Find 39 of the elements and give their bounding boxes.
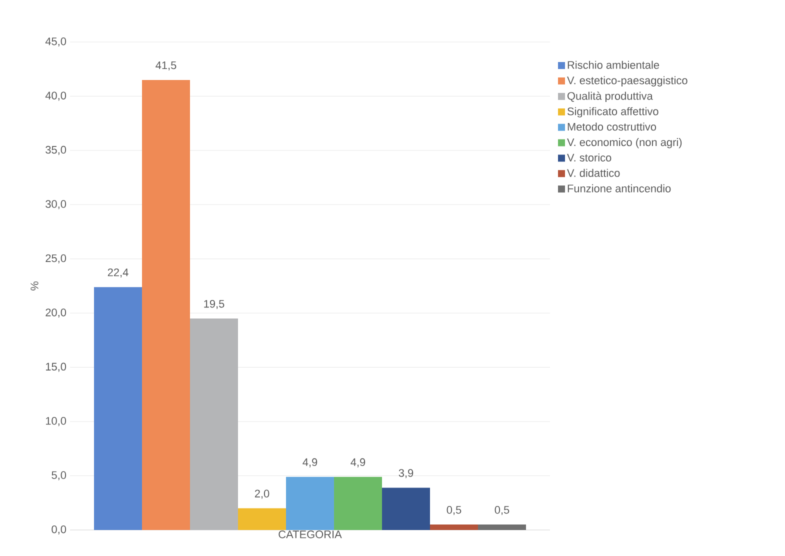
y-tick-label: 40,0	[45, 92, 66, 101]
y-tick-label: 10,0	[46, 417, 66, 426]
bar	[430, 524, 478, 530]
data-label: 4,9	[302, 458, 318, 468]
legend-label: V. didattico	[567, 168, 620, 177]
y-tick-label: 35,0	[46, 146, 66, 155]
y-tick-label: 5,0	[52, 471, 66, 480]
legend-label: V. estetico-paesaggistico	[567, 76, 688, 86]
legend-label: Funzione antincendio	[568, 184, 671, 192]
data-label: 41,5	[156, 61, 176, 70]
data-label: 3,9	[398, 469, 414, 478]
y-tick-label: 45,0	[45, 37, 66, 47]
legend-label: Significato affettivo	[567, 107, 658, 118]
bar	[142, 80, 190, 530]
y-tick-label: 15,0	[46, 362, 66, 372]
data-label: 2,0	[254, 490, 270, 499]
y-tick-label: 25,0	[46, 254, 66, 264]
bar	[286, 476, 334, 530]
legend-label: V. economico (non agri)	[567, 138, 682, 148]
y-tick-label: 30,0	[46, 200, 66, 210]
y-tick-label: 20,0	[46, 308, 66, 318]
bar	[382, 488, 430, 530]
legend-label: V. storico	[567, 153, 612, 162]
bar	[238, 508, 286, 530]
data-label: 0,5	[494, 506, 510, 516]
legend-label: Qualità produttiva	[568, 92, 653, 102]
data-label: 22,4	[108, 268, 128, 278]
data-label: 4,9	[350, 458, 366, 468]
legend-label: Metodo costruttivo	[568, 122, 656, 131]
bar	[94, 287, 142, 530]
x-tick-label: CATEGORIA	[278, 530, 342, 538]
bar	[190, 318, 238, 530]
data-label: 0,5	[446, 506, 462, 516]
y-axis-title: %	[30, 282, 38, 290]
y-tick-label: 0,0	[52, 525, 66, 535]
data-label: 19,5	[204, 300, 224, 310]
bar	[334, 476, 382, 530]
legend-label: Rischio ambientale	[568, 60, 660, 69]
bar	[478, 524, 526, 530]
